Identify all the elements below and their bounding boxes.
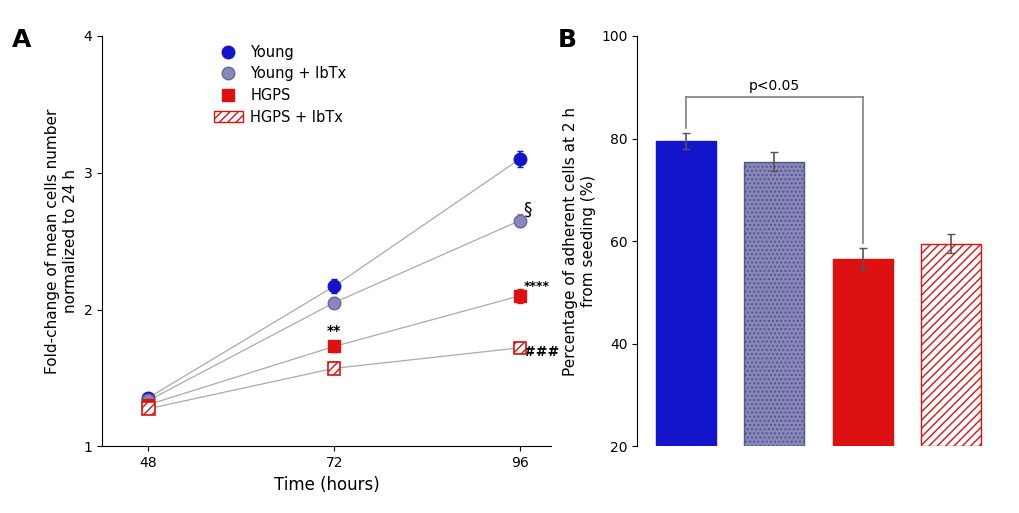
Bar: [655, 141, 715, 446]
Text: §: §: [523, 201, 532, 219]
Y-axis label: Percentage of adherent cells at 2 h
from seeding (%): Percentage of adherent cells at 2 h from…: [562, 107, 595, 376]
Text: #: #: [328, 360, 339, 374]
Legend: Young, Young + IbTx, HGPS, HGPS + IbTx: Young, Young + IbTx, HGPS, HGPS + IbTx: [208, 39, 352, 130]
X-axis label: Time (hours): Time (hours): [273, 476, 379, 494]
Bar: [920, 244, 980, 446]
Bar: [744, 162, 804, 446]
Text: ###: ###: [523, 345, 558, 359]
Text: **: **: [327, 324, 341, 338]
Y-axis label: Fold-change of mean cells number
normalized to 24 h: Fold-change of mean cells number normali…: [46, 108, 77, 374]
Text: A: A: [12, 28, 32, 52]
Bar: [832, 259, 892, 446]
Text: ****: ****: [523, 280, 549, 293]
Bar: [327, 362, 340, 374]
Text: B: B: [557, 28, 577, 52]
Text: p<0.05: p<0.05: [748, 80, 799, 93]
Bar: [514, 342, 526, 354]
Bar: [142, 402, 155, 415]
